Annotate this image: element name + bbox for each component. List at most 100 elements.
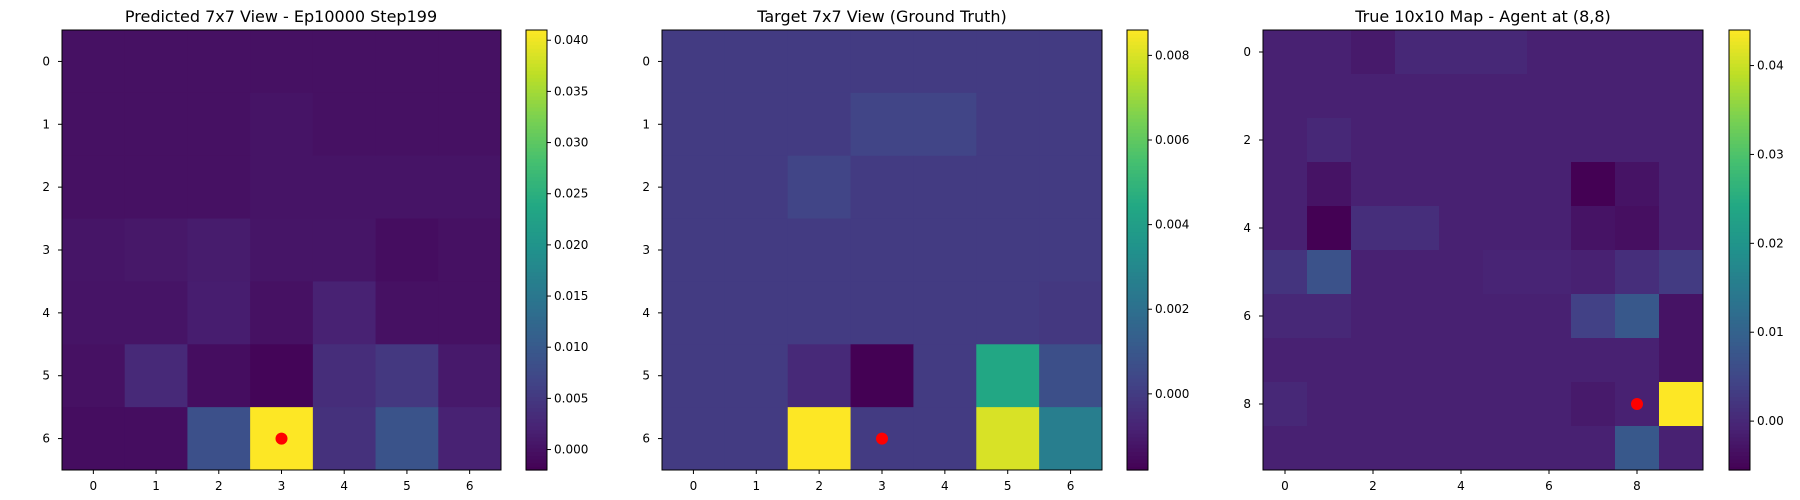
heatmap-cell (913, 344, 977, 408)
colorbar-segment (526, 118, 547, 123)
heatmap-cell (1439, 250, 1484, 295)
colorbar-segment (526, 404, 547, 409)
heatmap-cell (1659, 206, 1704, 251)
colorbar-tick-label: 0.030 (554, 136, 588, 150)
colorbar-segment (1127, 81, 1148, 86)
heatmap-cell (913, 92, 977, 157)
colorbar-segment (1729, 220, 1750, 225)
colorbar-segment (526, 96, 547, 101)
x-tick-label: 6 (1067, 479, 1075, 493)
colorbar-segment (1127, 429, 1148, 434)
heatmap-cell (1483, 118, 1528, 163)
colorbar-segment (526, 437, 547, 442)
heatmap-cell (312, 155, 377, 220)
colorbar-segment (1127, 184, 1148, 189)
colorbar-segment (1127, 316, 1148, 321)
x-tick-label: 0 (690, 479, 698, 493)
colorbar-segment (1127, 301, 1148, 306)
heatmap-cell (187, 281, 251, 345)
colorbar-tick-label: 0.020 (554, 238, 588, 252)
colorbar-segment (526, 231, 547, 236)
colorbar-segment (1127, 92, 1148, 97)
colorbar-segment (1127, 371, 1148, 376)
colorbar-segment (1127, 169, 1148, 174)
heatmap-cell (976, 407, 1040, 471)
colorbar-segment (1729, 151, 1750, 156)
heatmap-cell (1263, 118, 1308, 163)
y-tick-label: 4 (642, 306, 650, 320)
y-tick-label: 4 (42, 306, 50, 320)
colorbar-segment (526, 202, 547, 207)
heatmap-cell (1307, 250, 1352, 295)
colorbar-segment (1729, 396, 1750, 401)
heatmap-cell (375, 407, 439, 471)
colorbar-segment (526, 466, 547, 471)
colorbar-segment (1127, 319, 1148, 324)
colorbar-segment (526, 33, 547, 38)
heatmap-cell (1351, 162, 1396, 207)
heatmap-cell (62, 30, 126, 94)
x-tick-label: 1 (752, 479, 760, 493)
colorbar-segment (1729, 140, 1750, 145)
colorbar-segment (526, 272, 547, 277)
colorbar-segment (526, 264, 547, 269)
heatmap-cell (375, 92, 439, 157)
colorbar-segment (1127, 70, 1148, 75)
colorbar-segment (1729, 360, 1750, 365)
colorbar-segment (1729, 110, 1750, 115)
colorbar-segment (526, 338, 547, 343)
heatmap-cell (250, 344, 314, 408)
heatmap-cell (1395, 250, 1440, 295)
colorbar-segment (1729, 250, 1750, 255)
colorbar-segment (1729, 81, 1750, 86)
colorbar-segment (1127, 198, 1148, 203)
colorbar-segment (1127, 121, 1148, 126)
colorbar-segment (1127, 323, 1148, 328)
heatmap-cell (1483, 426, 1528, 471)
colorbar-segment (1127, 341, 1148, 346)
colorbar-segment (1127, 217, 1148, 222)
colorbar-segment (1729, 231, 1750, 236)
heatmap-cell (1395, 294, 1440, 339)
colorbar-segment (526, 114, 547, 119)
colorbar-segment (1127, 327, 1148, 332)
colorbar-segment (1127, 110, 1148, 115)
heatmap-cell (1439, 294, 1484, 339)
x-tick-label: 5 (403, 479, 411, 493)
colorbar-segment (1729, 338, 1750, 343)
colorbar-segment (1127, 407, 1148, 412)
heatmap-cell (1351, 118, 1396, 163)
colorbar-segment (1127, 261, 1148, 266)
colorbar-segment (526, 217, 547, 222)
colorbar-segment (526, 213, 547, 218)
heatmap-cell (724, 281, 789, 345)
heatmap-cell (1395, 30, 1440, 75)
colorbar-segment (1729, 242, 1750, 247)
heatmap-cell (1483, 338, 1528, 383)
heatmap-cell (187, 218, 251, 282)
colorbar-segment (1127, 151, 1148, 156)
heatmap-cell (438, 218, 502, 282)
colorbar-segment (526, 257, 547, 262)
heatmap-cell (1351, 426, 1396, 471)
heatmap-cell (124, 281, 188, 345)
heatmap-cell (375, 218, 439, 282)
colorbar-segment (1127, 345, 1148, 350)
colorbar-segment (1729, 85, 1750, 90)
colorbar-segment (1729, 279, 1750, 284)
heatmap-cell (1307, 162, 1352, 207)
colorbar-segment (1729, 59, 1750, 64)
heatmap-cell (375, 281, 439, 345)
colorbar-segment (526, 140, 547, 145)
colorbar-segment (1127, 411, 1148, 416)
heatmap-cell (62, 281, 126, 345)
x-tick-label: 4 (1457, 479, 1465, 493)
colorbar-segment (1127, 462, 1148, 467)
colorbar-segment (1729, 411, 1750, 416)
colorbar-segment (526, 297, 547, 302)
colorbar-segment (1127, 74, 1148, 79)
heatmap-cell (1351, 294, 1396, 339)
colorbar-segment (1729, 125, 1750, 130)
colorbar-segment (526, 176, 547, 181)
heatmap-cell (913, 155, 977, 220)
